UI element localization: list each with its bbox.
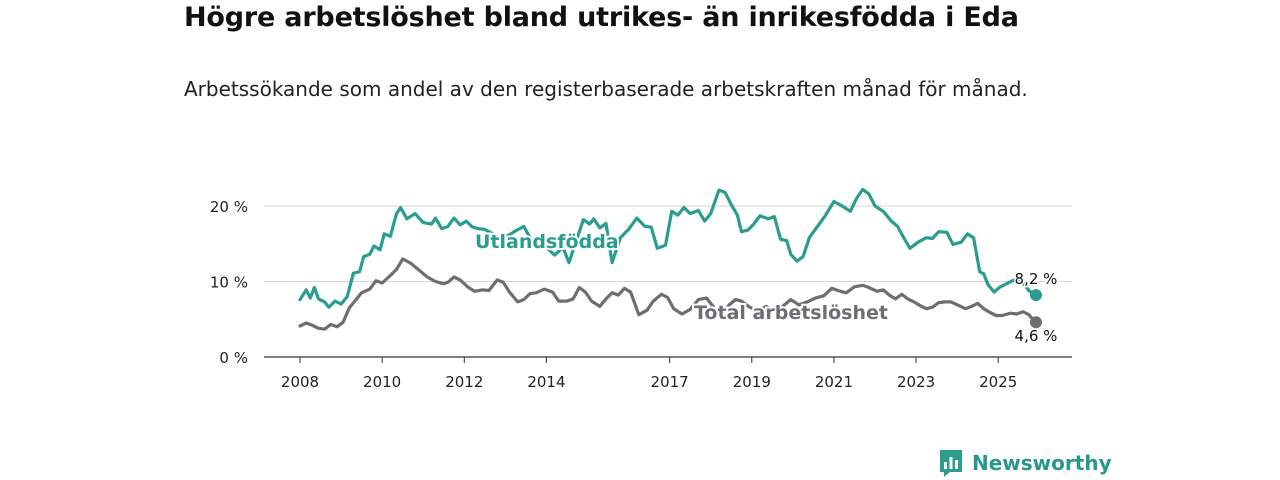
series-end-marker bbox=[1030, 289, 1042, 302]
x-tick-label: 2025 bbox=[979, 373, 1017, 391]
x-tick-label: 2019 bbox=[733, 373, 771, 391]
series-lines bbox=[298, 187, 1042, 331]
x-tick-label: 2014 bbox=[527, 373, 565, 391]
x-axis-ticks: 2008 2010 2012 2014 2017 2019 2021 2023 2025 bbox=[281, 357, 1017, 391]
y-axis-ticks: 0 % 10 % 20 % bbox=[210, 198, 248, 367]
series-labels: Utlandsfödda Total arbetslöshet 8,2 % 4,6 % bbox=[473, 229, 1059, 347]
newsworthy-logo-icon bbox=[940, 450, 962, 477]
y-tick-label: 20 % bbox=[210, 198, 248, 216]
series-line bbox=[298, 257, 1038, 331]
series-end-marker bbox=[1030, 316, 1042, 329]
series-label: Utlandsfödda bbox=[475, 231, 619, 253]
end-value-label: 4,6 % bbox=[1015, 327, 1058, 345]
x-tick-label: 2021 bbox=[815, 373, 853, 391]
series-label: Total arbetslöshet bbox=[694, 302, 888, 324]
x-tick-label: 2008 bbox=[281, 373, 319, 391]
y-tick-label: 0 % bbox=[219, 349, 248, 367]
newsworthy-brand[interactable]: Newsworthy bbox=[938, 448, 1112, 478]
x-tick-label: 2010 bbox=[363, 373, 401, 391]
x-tick-label: 2023 bbox=[897, 373, 935, 391]
x-tick-label: 2012 bbox=[445, 373, 483, 391]
chart-subtitle: Arbetssökande som andel av den registerb… bbox=[184, 77, 1028, 101]
gridlines bbox=[264, 205, 1072, 282]
series-line bbox=[298, 187, 1038, 309]
y-tick-label: 10 % bbox=[210, 274, 248, 292]
end-value-label: 8,2 % bbox=[1015, 270, 1058, 288]
x-tick-label: 2017 bbox=[651, 373, 689, 391]
chart-title: Högre arbetslöshet bland utrikes- än inr… bbox=[184, 2, 1019, 33]
brand-name: Newsworthy bbox=[972, 451, 1112, 475]
